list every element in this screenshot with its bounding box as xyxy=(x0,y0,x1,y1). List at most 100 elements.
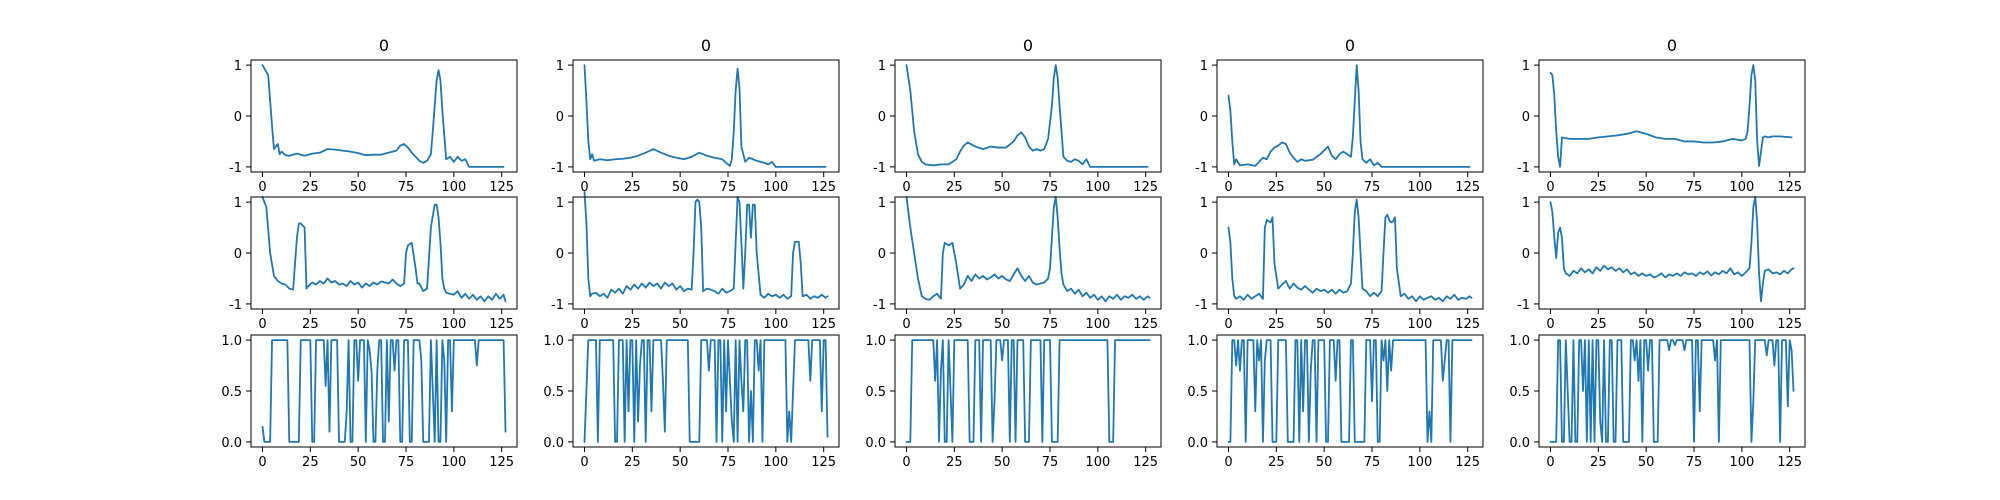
x-tick-label: 25 xyxy=(1268,317,1285,332)
x-tick-label: 75 xyxy=(1042,180,1059,195)
x-tick-label: 0 xyxy=(1224,180,1232,195)
x-tick-label: 75 xyxy=(720,455,737,470)
x-tick-label: 100 xyxy=(1085,317,1110,332)
x-tick-label: 0 xyxy=(902,180,910,195)
series-line xyxy=(905,339,1151,443)
x-tick-label: 0 xyxy=(1546,180,1554,195)
y-tick-label: 0.0 xyxy=(543,436,564,451)
x-tick-label: 0 xyxy=(1224,317,1232,332)
series-line xyxy=(1549,64,1793,168)
series-line xyxy=(261,64,505,168)
subplot-title: 0 xyxy=(1023,36,1033,55)
x-tick-label: 25 xyxy=(302,455,319,470)
y-tick-label: 0.0 xyxy=(221,436,242,451)
x-tick-label: 125 xyxy=(1777,180,1802,195)
y-tick-label: 1.0 xyxy=(543,334,564,349)
series-line xyxy=(905,64,1149,168)
x-tick-label: 25 xyxy=(1590,455,1607,470)
subplot-r3-c2: 0 25 50 75 100 125 0.0 0.5 1.0 xyxy=(543,334,840,470)
x-tick-label: 50 xyxy=(994,455,1011,470)
x-tick-label: 50 xyxy=(1316,455,1333,470)
y-tick-label: 1.0 xyxy=(221,334,242,349)
x-tick-label: 125 xyxy=(811,180,836,195)
x-tick-label: 25 xyxy=(946,180,963,195)
x-tick-label: 125 xyxy=(1455,455,1480,470)
x-tick-label: 25 xyxy=(624,180,641,195)
y-tick-label: 0.5 xyxy=(221,385,242,400)
series-line xyxy=(905,196,1151,303)
x-tick-label: 50 xyxy=(1316,317,1333,332)
x-tick-label: 125 xyxy=(1777,317,1802,332)
x-tick-label: 50 xyxy=(1638,180,1655,195)
x-tick-label: 0 xyxy=(1546,455,1554,470)
y-tick-label: -1 xyxy=(1517,298,1530,313)
x-tick-label: 75 xyxy=(398,317,415,332)
x-tick-label: 125 xyxy=(1455,180,1480,195)
x-tick-label: 25 xyxy=(1590,180,1607,195)
x-tick-label: 100 xyxy=(1729,317,1754,332)
y-tick-label: 1 xyxy=(878,59,886,74)
x-tick-label: 100 xyxy=(763,455,788,470)
x-tick-label: 75 xyxy=(1364,317,1381,332)
x-tick-label: 125 xyxy=(489,455,514,470)
x-tick-label: 75 xyxy=(1686,317,1703,332)
x-tick-label: 25 xyxy=(946,317,963,332)
y-tick-label: -1 xyxy=(1517,161,1530,176)
y-tick-label: 0 xyxy=(234,110,242,125)
x-tick-label: 100 xyxy=(1407,317,1432,332)
y-tick-label: -1 xyxy=(229,298,242,313)
x-tick-label: 125 xyxy=(811,317,836,332)
x-tick-label: 0 xyxy=(258,180,266,195)
x-tick-label: 25 xyxy=(302,180,319,195)
x-tick-label: 0 xyxy=(580,455,588,470)
x-tick-label: 50 xyxy=(672,180,689,195)
subplot-r2-c4: 0 25 50 75 100 125 -1 0 1 xyxy=(1195,196,1484,332)
y-tick-label: 1 xyxy=(1522,196,1530,211)
subplot-title: 0 xyxy=(1345,36,1355,55)
y-tick-label: 1 xyxy=(556,196,564,211)
series-line xyxy=(583,191,829,300)
x-tick-label: 100 xyxy=(763,180,788,195)
y-tick-label: 0.0 xyxy=(1509,436,1530,451)
y-tick-label: 0.0 xyxy=(1187,436,1208,451)
y-tick-label: 0.5 xyxy=(543,385,564,400)
x-tick-label: 50 xyxy=(350,317,367,332)
y-tick-label: 0 xyxy=(234,247,242,262)
x-tick-label: 100 xyxy=(441,180,466,195)
y-tick-label: 0.5 xyxy=(1509,385,1530,400)
subplot-r3-c3: 0 25 50 75 100 125 0.0 0.5 1.0 xyxy=(865,334,1162,470)
x-tick-label: 0 xyxy=(258,455,266,470)
x-tick-label: 0 xyxy=(1224,455,1232,470)
x-tick-label: 125 xyxy=(1777,455,1802,470)
y-tick-label: 1.0 xyxy=(1509,334,1530,349)
x-tick-label: 125 xyxy=(1133,455,1158,470)
x-tick-label: 25 xyxy=(302,317,319,332)
subplot-r3-c1: 0 25 50 75 100 125 0.0 0.5 1.0 xyxy=(221,334,518,470)
y-tick-label: 1.0 xyxy=(1187,334,1208,349)
y-tick-label: -1 xyxy=(551,161,564,176)
x-tick-label: 100 xyxy=(1407,180,1432,195)
y-tick-label: 0 xyxy=(1522,247,1530,262)
subplot-r2-c3: 0 25 50 75 100 125 -1 0 1 xyxy=(873,196,1162,332)
subplot-r3-c4: 0 25 50 75 100 125 0.0 0.5 1.0 xyxy=(1187,334,1484,470)
subplot-r1-c5: 0 0 25 50 75 100 125 -1 0 1 xyxy=(1517,36,1806,195)
x-tick-label: 100 xyxy=(1407,455,1432,470)
y-tick-label: 1 xyxy=(1522,59,1530,74)
x-tick-label: 125 xyxy=(489,180,514,195)
x-tick-label: 50 xyxy=(994,180,1011,195)
x-tick-label: 0 xyxy=(580,317,588,332)
x-tick-label: 25 xyxy=(1590,317,1607,332)
x-tick-label: 125 xyxy=(1133,180,1158,195)
series-line xyxy=(1549,196,1795,303)
y-tick-label: -1 xyxy=(551,298,564,313)
subplot-r2-c1: 0 25 50 75 100 125 -1 0 1 xyxy=(229,196,518,332)
x-tick-label: 50 xyxy=(350,180,367,195)
x-tick-label: 75 xyxy=(398,180,415,195)
y-tick-label: 0 xyxy=(1200,247,1208,262)
subplot-r1-c3: 0 0 25 50 75 100 125 -1 0 1 xyxy=(873,36,1162,195)
subplot-r2-c2: 0 25 50 75 100 125 -1 0 1 xyxy=(551,191,840,332)
x-tick-label: 25 xyxy=(946,455,963,470)
y-tick-label: 1 xyxy=(878,196,886,211)
x-tick-label: 100 xyxy=(763,317,788,332)
subplot-r1-c2: 0 0 25 50 75 100 125 -1 0 1 xyxy=(551,36,840,195)
